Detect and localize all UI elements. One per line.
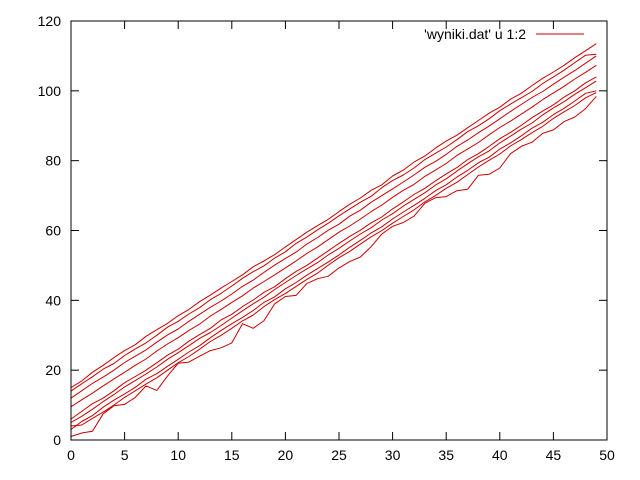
legend-label: 'wyniki.dat' u 1:2: [424, 26, 526, 42]
x-tick-label: 35: [438, 447, 454, 463]
series-line-5: [70, 76, 597, 420]
x-tick-label: 30: [385, 447, 401, 463]
series-line-3: [70, 55, 597, 399]
x-tick-label: 0: [67, 447, 75, 463]
y-tick-label: 20: [45, 362, 61, 378]
x-tick-label: 15: [224, 447, 240, 463]
series-line-2: [70, 53, 597, 392]
tick-marks: [70, 20, 608, 441]
x-tick-label: 45: [546, 447, 562, 463]
series-line-4: [70, 64, 597, 408]
series-line-1: [70, 43, 597, 389]
series-group: [70, 43, 597, 437]
series-line-7: [70, 90, 597, 430]
y-tick-label: 100: [38, 83, 62, 99]
legend: 'wyniki.dat' u 1:2: [424, 26, 584, 42]
y-tick-label: 40: [45, 292, 61, 308]
x-tick-label: 40: [492, 447, 508, 463]
series-line-9: [70, 96, 597, 437]
x-tick-label: 50: [599, 447, 615, 463]
x-tick-label: 20: [278, 447, 294, 463]
x-tick-label: 10: [170, 447, 186, 463]
series-line-8: [70, 92, 597, 427]
y-tick-label: 60: [45, 223, 61, 239]
y-tick-label: 0: [53, 432, 61, 448]
x-tick-label: 25: [331, 447, 347, 463]
series-line-6: [70, 80, 597, 423]
y-tick-label: 120: [38, 13, 62, 29]
tick-labels: 0 5 10 15 20 25 30 35 40 45 50 0 20 40 60 80 100 120: [38, 13, 615, 463]
x-tick-label: 5: [121, 447, 129, 463]
plot-frame: [70, 20, 608, 441]
y-tick-label: 80: [45, 153, 61, 169]
